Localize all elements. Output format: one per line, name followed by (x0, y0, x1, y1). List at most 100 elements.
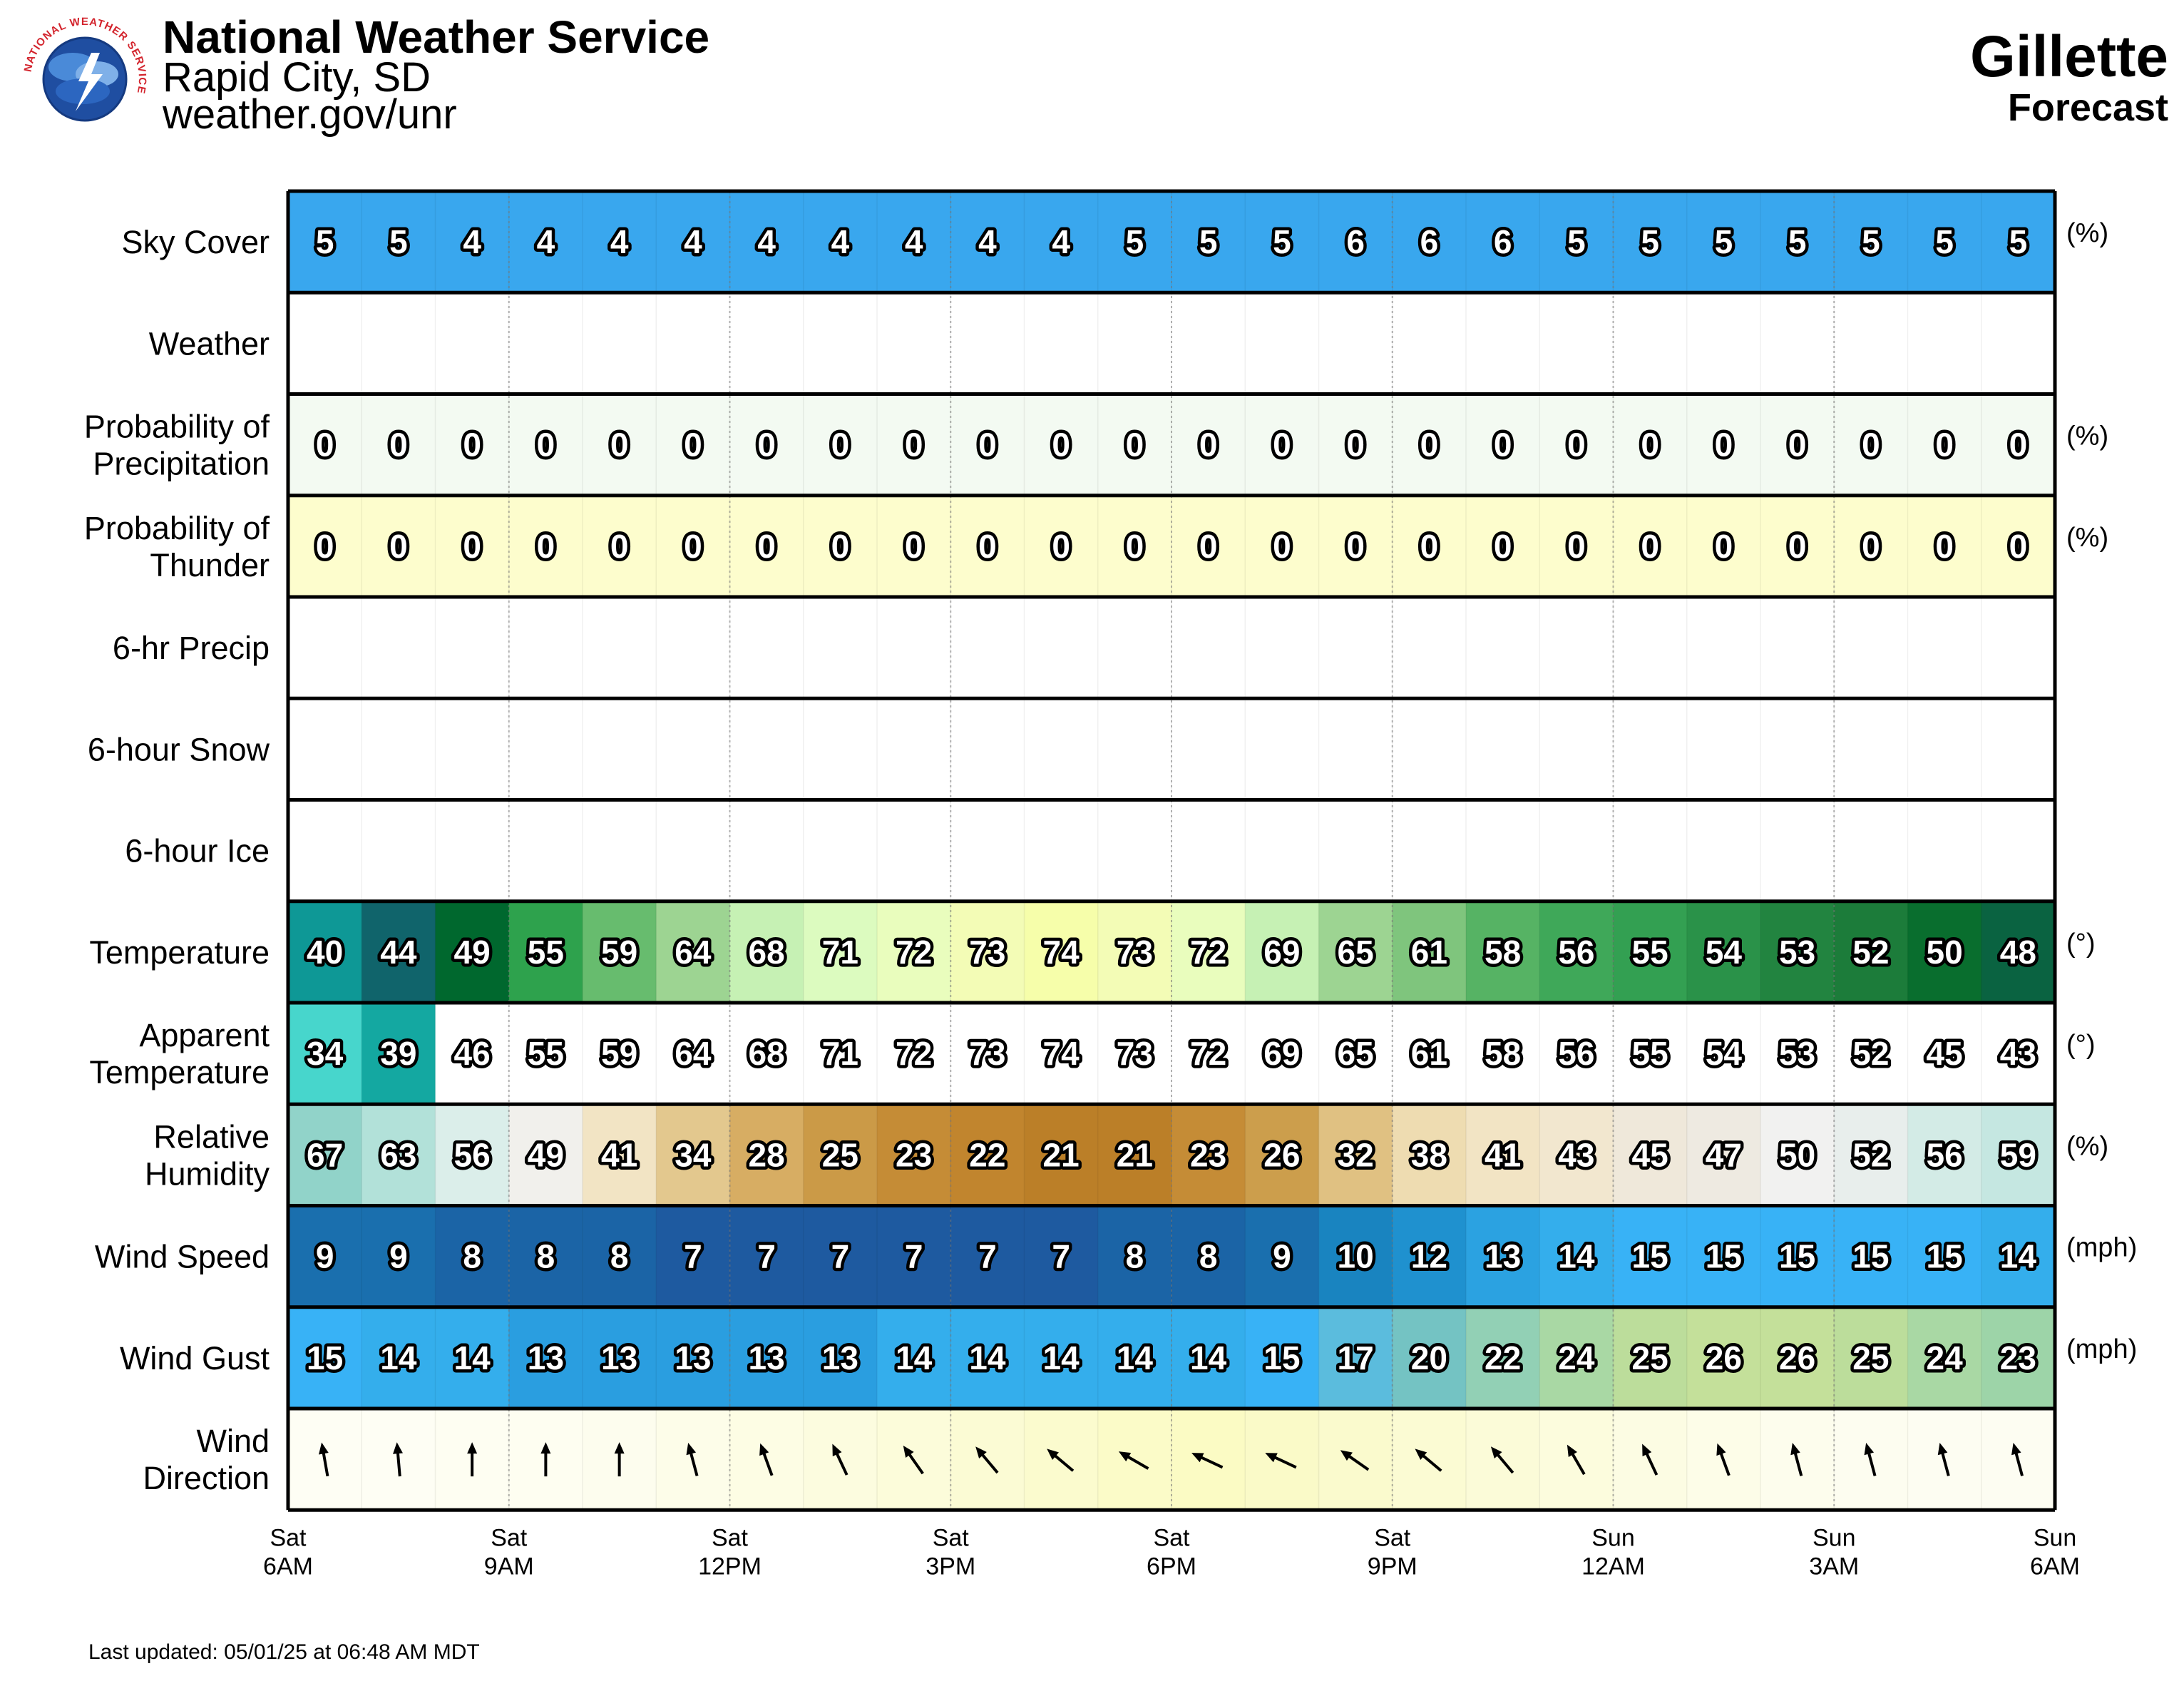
cell-background (1539, 799, 1614, 901)
cell-background (1686, 1104, 1761, 1206)
cell-background (435, 292, 510, 394)
cell-background (288, 1104, 362, 1206)
time-label-hour: 12PM (698, 1553, 762, 1580)
cell-background (435, 1003, 510, 1105)
cell-value: 0 (1715, 426, 1733, 464)
cell-background (1686, 901, 1761, 1003)
cell-background (1613, 1307, 1688, 1409)
cell-value: 23 (1190, 1136, 1226, 1173)
cell-background (288, 394, 362, 496)
cell-value: 0 (1862, 426, 1880, 464)
cell-background (1466, 495, 1540, 597)
office-website: weather.gov/unr (163, 91, 457, 138)
wind-direction-arrow (1642, 1444, 1658, 1476)
cell-background (1097, 394, 1172, 496)
cell-background (1392, 1205, 1467, 1307)
wind-direction-arrow (393, 1442, 403, 1477)
row-label: 6-hr Precip (113, 630, 270, 666)
cell-background (508, 495, 583, 597)
cell-background (803, 1003, 878, 1105)
cell-value: 14 (1117, 1339, 1154, 1376)
cell-value: 64 (675, 934, 712, 971)
cell-value: 47 (1706, 1136, 1742, 1173)
cell-background (1834, 1307, 1909, 1409)
cell-background (1024, 1307, 1099, 1409)
cell-background (1907, 394, 1982, 496)
row-unit: (%) (2066, 523, 2108, 553)
cell-background (288, 1307, 362, 1409)
cell-value: 0 (684, 528, 702, 565)
cell-value: 5 (1788, 223, 1807, 260)
cell-background (1024, 1003, 1099, 1105)
time-label-hour: 3AM (1809, 1553, 1859, 1580)
cell-background (1539, 1003, 1614, 1105)
cell-value: 68 (749, 934, 785, 971)
time-label-day: Sat (933, 1524, 970, 1551)
cell-value: 20 (1411, 1339, 1447, 1376)
cell-background (1907, 1205, 1982, 1307)
cell-value: 5 (1199, 223, 1218, 260)
cell-background (508, 1205, 583, 1307)
cell-background (1024, 1205, 1099, 1307)
cell-background (877, 394, 951, 496)
time-label-day: Sun (1813, 1524, 1856, 1551)
cell-background (1024, 394, 1099, 496)
cell-background (1981, 1307, 2056, 1409)
cell-value: 0 (1567, 528, 1586, 565)
cell-background (1539, 394, 1614, 496)
cell-background (288, 1205, 362, 1307)
cell-value: 0 (316, 426, 334, 464)
cell-background (1981, 394, 2056, 496)
cell-background (583, 698, 657, 800)
cell-background (656, 191, 731, 293)
wind-direction-arrow (975, 1446, 999, 1474)
cell-background (877, 495, 951, 597)
cell-value: 21 (1043, 1136, 1080, 1173)
row-label: Wind Gust (120, 1340, 270, 1376)
cell-background (362, 597, 436, 699)
cell-background (1981, 901, 2056, 1003)
row-label: Direction (143, 1460, 270, 1496)
cell-background (1318, 191, 1393, 293)
cell-background (1466, 1205, 1540, 1307)
cell-value: 48 (2000, 934, 2036, 971)
cell-value: 13 (528, 1339, 564, 1376)
cell-value: 15 (1632, 1238, 1668, 1275)
cell-value: 5 (1862, 223, 1880, 260)
cell-background (1981, 1104, 2056, 1206)
cell-value: 22 (1485, 1339, 1521, 1376)
wind-direction-arrow (1490, 1446, 1514, 1474)
cell-background (1834, 394, 1909, 496)
cell-background (362, 1205, 436, 1307)
cell-value: 13 (1485, 1238, 1521, 1275)
cell-value: 0 (1567, 426, 1586, 464)
cell-background (583, 1307, 657, 1409)
cell-background (1172, 698, 1246, 800)
cell-value: 4 (463, 223, 481, 260)
time-label-hour: 9AM (484, 1553, 534, 1580)
cell-value: 0 (1199, 528, 1218, 565)
cell-background (1686, 799, 1761, 901)
cell-background (1392, 1307, 1467, 1409)
cell-background (1907, 292, 1982, 394)
wind-direction-arrow (1047, 1448, 1075, 1472)
cell-background (1834, 495, 1909, 597)
wind-direction-arrow (1567, 1444, 1586, 1476)
time-label-hour: 9PM (1368, 1553, 1417, 1580)
cell-background (729, 191, 804, 293)
cell-background (1834, 1104, 1909, 1206)
cell-background (1539, 292, 1614, 394)
cell-value: 15 (1852, 1238, 1889, 1275)
cell-background (1466, 191, 1540, 293)
cell-background (583, 901, 657, 1003)
cell-background (1539, 1205, 1614, 1307)
cell-value: 0 (316, 528, 334, 565)
wind-direction-arrow (467, 1442, 478, 1477)
wind-direction-arrow (1340, 1450, 1370, 1471)
cell-background (1760, 901, 1835, 1003)
cell-background (583, 1205, 657, 1307)
cell-background (362, 799, 436, 901)
cell-background (1686, 394, 1761, 496)
cell-background (1466, 1307, 1540, 1409)
cell-background (508, 191, 583, 293)
